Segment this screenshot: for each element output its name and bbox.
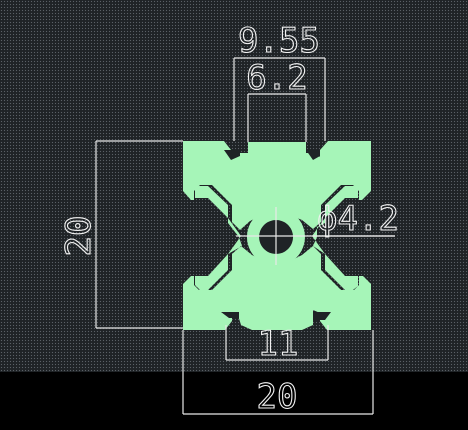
dimension-slot-inner [247,93,307,142]
dimension-width [182,330,374,415]
dimension-slot-bottom [225,325,329,361]
canvas-bottom-band [0,372,468,430]
dimension-height [95,140,183,329]
profile-outline [183,141,371,330]
label-height: 20 [59,216,99,257]
label-width: 20 [257,377,298,417]
label-slot-bottom: 11 [258,324,299,364]
label-slot-outer: 9.55 [238,21,320,61]
core-ring [246,208,305,266]
label-bore: ϕ4.2 [317,199,399,239]
dimension-slot-outer [233,57,326,141]
label-slot-inner: 6.2 [246,58,307,98]
